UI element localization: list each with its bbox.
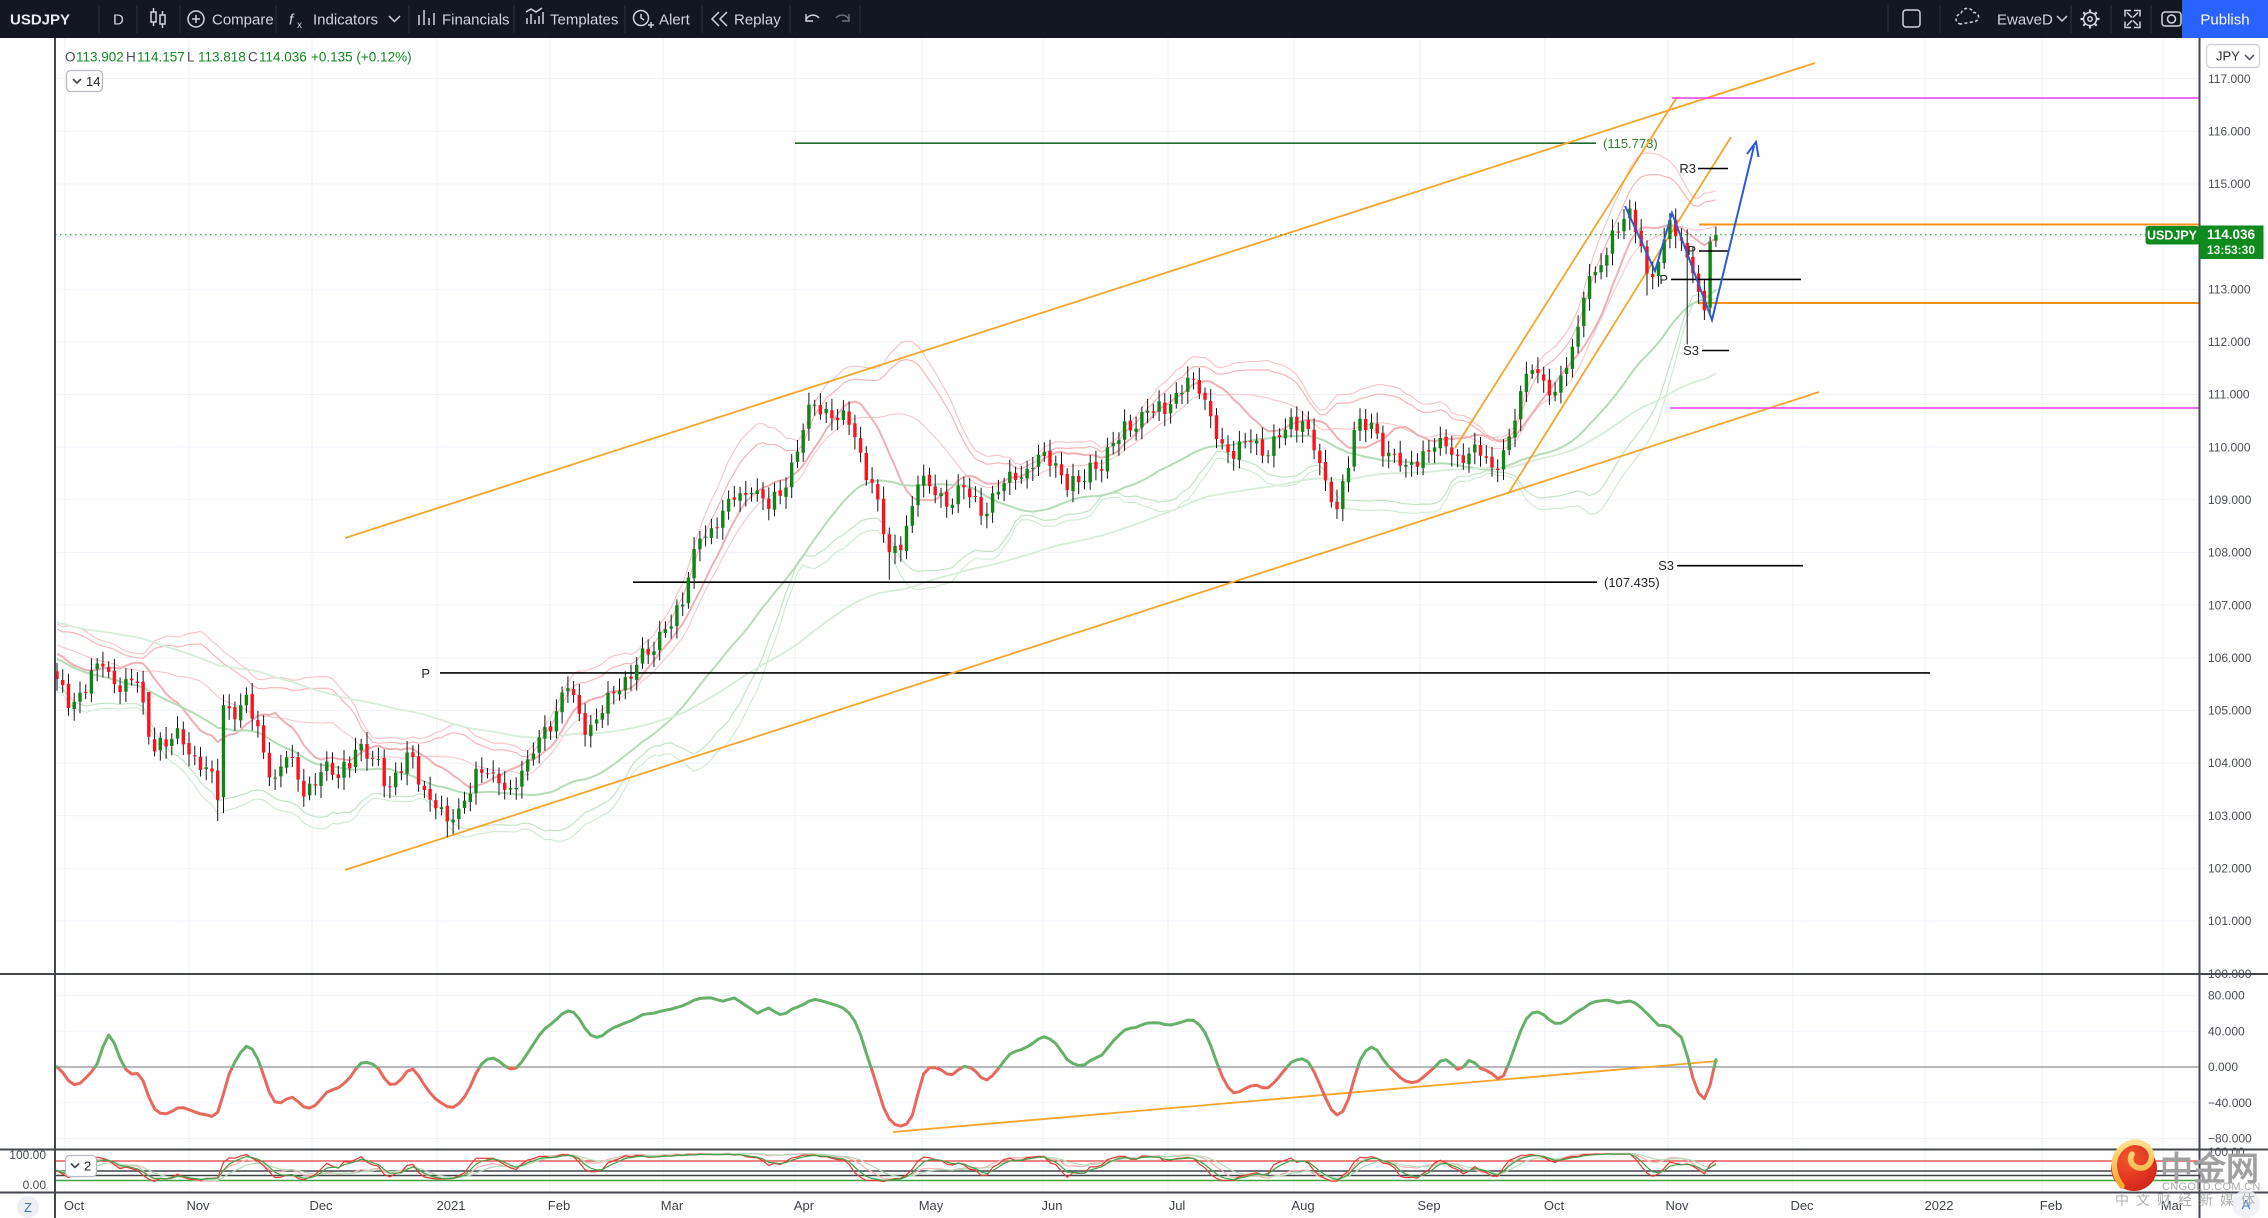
svg-text:A: A — [2242, 1197, 2251, 1212]
svg-text:Templates: Templates — [550, 12, 618, 29]
svg-text:14: 14 — [86, 74, 100, 89]
svg-text:Nov: Nov — [1665, 1198, 1689, 1213]
svg-text:P: P — [1659, 272, 1668, 287]
svg-text:May: May — [919, 1198, 944, 1213]
svg-text:114.157: 114.157 — [137, 50, 185, 65]
svg-text:C: C — [248, 50, 258, 65]
svg-text:Mar: Mar — [2161, 1198, 2184, 1213]
svg-text:EwaveD: EwaveD — [1997, 12, 2053, 29]
svg-text:USDJPY: USDJPY — [10, 12, 70, 29]
svg-text:Feb: Feb — [2040, 1198, 2062, 1213]
svg-text:113.902: 113.902 — [76, 50, 124, 65]
svg-text:P: P — [421, 666, 430, 681]
svg-text:中金网: 中金网 — [2160, 1150, 2259, 1187]
svg-text:H: H — [126, 50, 136, 65]
svg-text:109.000: 109.000 — [2208, 493, 2252, 507]
svg-text:106.000: 106.000 — [2208, 651, 2252, 665]
svg-text:L: L — [187, 50, 195, 65]
svg-text:Replay: Replay — [734, 12, 781, 29]
svg-text:Jul: Jul — [1169, 1198, 1186, 1213]
svg-text:O: O — [65, 50, 76, 65]
svg-text:Indicators: Indicators — [313, 12, 378, 29]
svg-text:115.000: 115.000 — [2208, 177, 2251, 191]
svg-text:Oct: Oct — [1544, 1198, 1565, 1213]
svg-text:100.00: 100.00 — [2208, 1145, 2245, 1159]
svg-text:100.00: 100.00 — [9, 1148, 46, 1162]
svg-text:117.000: 117.000 — [2208, 72, 2251, 86]
svg-text:103.000: 103.000 — [2208, 809, 2252, 823]
svg-text:2021: 2021 — [437, 1198, 466, 1213]
svg-text:f: f — [289, 12, 295, 29]
svg-text:2: 2 — [84, 1159, 91, 1174]
svg-text:S3: S3 — [1683, 343, 1699, 358]
svg-text:−80.000: −80.000 — [2208, 1132, 2252, 1146]
svg-text:113.000: 113.000 — [2208, 282, 2251, 296]
svg-text:0.000: 0.000 — [2208, 1060, 2238, 1074]
svg-text:(107.435): (107.435) — [1604, 575, 1660, 590]
svg-text:105.000: 105.000 — [2208, 704, 2252, 718]
svg-text:Nov: Nov — [186, 1198, 210, 1213]
svg-text:Sep: Sep — [1417, 1198, 1440, 1213]
svg-text:+0.135 (+0.12%): +0.135 (+0.12%) — [311, 50, 412, 65]
svg-text:中文财经新媒体: 中文财经新媒体 — [2115, 1192, 2262, 1208]
svg-text:Financials: Financials — [442, 12, 510, 29]
svg-text:Publish: Publish — [2200, 12, 2249, 29]
svg-text:107.000: 107.000 — [2208, 598, 2252, 612]
svg-text:108.000: 108.000 — [2208, 546, 2252, 560]
svg-text:104.000: 104.000 — [2208, 756, 2252, 770]
svg-text:Feb: Feb — [548, 1198, 570, 1213]
svg-text:JPY: JPY — [2216, 49, 2240, 64]
svg-text:Alert: Alert — [659, 12, 691, 29]
svg-text:x: x — [297, 20, 302, 31]
svg-text:80.000: 80.000 — [2208, 989, 2245, 1003]
svg-text:114.036: 114.036 — [2207, 227, 2256, 242]
svg-text:0.00: 0.00 — [23, 1178, 47, 1192]
svg-text:100.000: 100.000 — [2208, 967, 2252, 981]
svg-text:Mar: Mar — [661, 1198, 684, 1213]
svg-text:113.818: 113.818 — [198, 50, 246, 65]
svg-text:101.000: 101.000 — [2208, 914, 2252, 928]
svg-text:112.000: 112.000 — [2208, 335, 2251, 349]
svg-text:Compare: Compare — [212, 12, 274, 29]
svg-text:S3: S3 — [1658, 558, 1674, 573]
svg-text:116.000: 116.000 — [2208, 124, 2251, 138]
svg-text:13:53:30: 13:53:30 — [2207, 243, 2255, 257]
svg-text:Z: Z — [24, 1200, 32, 1215]
svg-text:−40.000: −40.000 — [2208, 1096, 2252, 1110]
svg-text:40.000: 40.000 — [2208, 1024, 2245, 1038]
svg-text:CNGOLD.COM.CN: CNGOLD.COM.CN — [2162, 1181, 2261, 1193]
svg-text:Dec: Dec — [1790, 1198, 1814, 1213]
svg-text:Jun: Jun — [1042, 1198, 1063, 1213]
svg-text:USDJPY: USDJPY — [2147, 229, 2198, 243]
svg-text:111.000: 111.000 — [2208, 388, 2250, 402]
svg-text:D: D — [113, 12, 124, 29]
svg-text:P: P — [1687, 243, 1696, 258]
svg-text:102.000: 102.000 — [2208, 862, 2252, 876]
svg-text:Apr: Apr — [794, 1198, 815, 1213]
svg-text:Oct: Oct — [64, 1198, 85, 1213]
svg-text:110.000: 110.000 — [2208, 440, 2251, 454]
svg-text:2022: 2022 — [1925, 1198, 1954, 1213]
svg-text:Aug: Aug — [1291, 1198, 1314, 1213]
svg-text:Dec: Dec — [309, 1198, 333, 1213]
svg-text:(115.773): (115.773) — [1603, 136, 1658, 151]
svg-text:R3: R3 — [1679, 161, 1696, 176]
svg-text:114.036: 114.036 — [259, 50, 307, 65]
